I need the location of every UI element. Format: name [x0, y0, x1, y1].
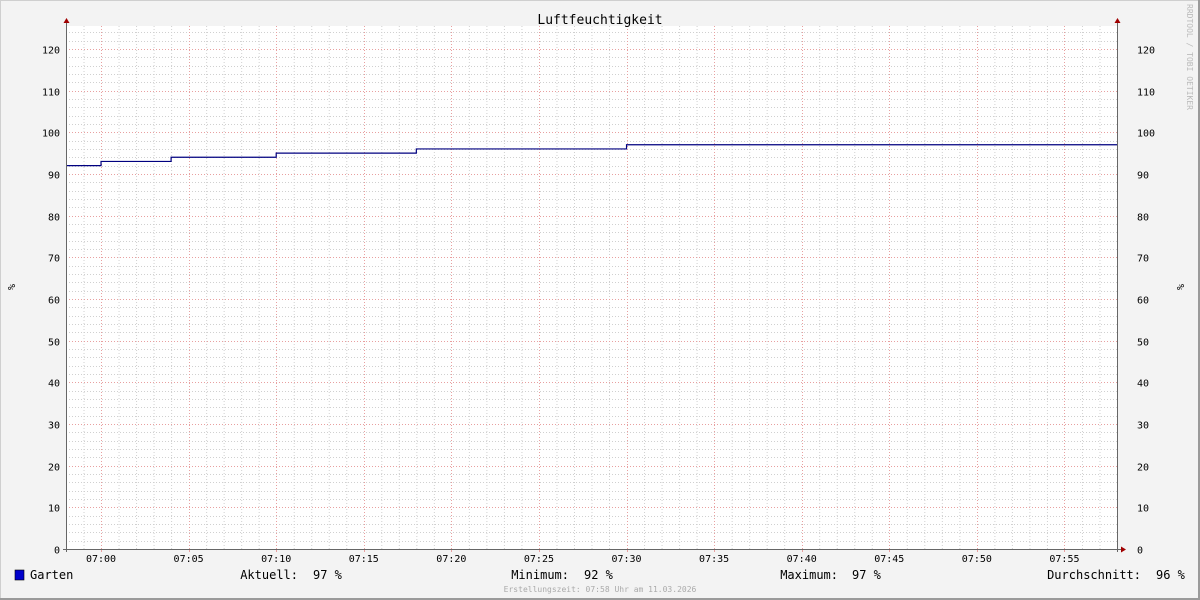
x-axis-arrow-icon: [1121, 546, 1126, 553]
x-tick-label: 07:50: [962, 554, 992, 565]
x-tick-label: 07:25: [524, 554, 554, 565]
y-tick-label-right: 10: [1137, 504, 1149, 515]
x-tick-label: 07:55: [1049, 554, 1079, 565]
y-tick-label-left: 40: [48, 379, 60, 390]
x-tick-label: 07:45: [874, 554, 904, 565]
y-tick-label-left: 60: [48, 296, 60, 307]
y-tick-label-left: 20: [48, 463, 60, 474]
chart-title: Luftfeuchtigkeit: [537, 13, 662, 28]
series-layer: [66, 144, 1117, 167]
y-tick-label-right: 30: [1137, 421, 1149, 432]
rrdtool-watermark: RRDTOOL / TOBI OETIKER: [1185, 4, 1194, 110]
y-tick-label-right: 90: [1137, 171, 1149, 182]
y-tick-label-right: 40: [1137, 379, 1149, 390]
x-tick-label: 07:05: [174, 554, 204, 565]
legend-stat-value-min: 92 %: [584, 568, 614, 582]
y-tick-label-left: 30: [48, 421, 60, 432]
legend-stat-label-min: Minimum:: [511, 568, 569, 582]
y-tick-label-right: 60: [1137, 296, 1149, 307]
y-tick-label-left: 120: [42, 46, 60, 57]
y-tick-label-left: 100: [42, 129, 60, 140]
y-tick-label-right: 120: [1137, 46, 1155, 57]
x-tick-label: 07:35: [699, 554, 729, 565]
y-axis-arrow-left-icon: [63, 18, 70, 23]
y-tick-label-left: 10: [48, 504, 60, 515]
legend-stat-label-avg: Durchschnitt:: [1047, 568, 1141, 582]
legend-stat-value-avg: 96 %: [1156, 568, 1186, 582]
x-tick-label: 07:40: [787, 554, 817, 565]
y-tick-label-left: 70: [48, 254, 60, 265]
y-tick-label-right: 20: [1137, 463, 1149, 474]
grid: [66, 26, 1118, 549]
legend-swatch-garten: [14, 569, 25, 581]
y-axis-label-right: %: [1174, 284, 1185, 290]
y-tick-label-left: 50: [48, 338, 60, 349]
x-tick-label: 07:30: [611, 554, 641, 565]
y-axis-label-left: %: [5, 284, 16, 290]
legend-stat-label-current: Aktuell:: [240, 568, 298, 582]
legend-stat-label-max: Maximum:: [780, 568, 838, 582]
y-tick-label-left: 80: [48, 213, 60, 224]
frame-shadow-right: [1198, 0, 1200, 600]
legend-stat-value-current: 97 %: [313, 568, 343, 582]
y-tick-label-right: 50: [1137, 338, 1149, 349]
footer-timestamp: Erstellungszeit: 07:58 Uhr am 11.03.2026: [504, 585, 697, 594]
legend-stat-value-max: 97 %: [852, 568, 882, 582]
y-tick-label-right: 0: [1137, 546, 1143, 557]
y-tick-label-left: 0: [54, 546, 60, 557]
legend-series-name: Garten: [30, 568, 73, 582]
y-tick-label-left: 110: [42, 88, 60, 99]
y-tick-label-right: 80: [1137, 213, 1149, 224]
y-tick-label-right: 110: [1137, 88, 1155, 99]
y-tick-label-right: 70: [1137, 254, 1149, 265]
frame-shadow-bottom: [0, 598, 1200, 600]
x-tick-label: 07:20: [436, 554, 466, 565]
y-tick-label-right: 100: [1137, 129, 1155, 140]
y-axis-arrow-right-icon: [1114, 18, 1121, 23]
x-tick-label: 07:15: [349, 554, 379, 565]
y-tick-label-left: 90: [48, 171, 60, 182]
axes: 07:00 07:05 07:10 07:15 07:20 07:25 07:30 07:35…: [42, 18, 1155, 565]
x-tick-label: 07:10: [261, 554, 291, 565]
series-line-garten: [66, 144, 1117, 167]
x-tick-label: 07:00: [86, 554, 116, 565]
